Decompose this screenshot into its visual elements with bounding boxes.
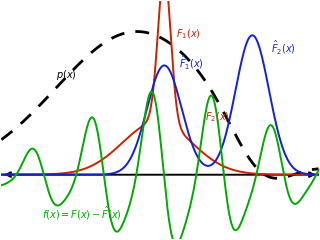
Text: $F_2(x)$: $F_2(x)$: [205, 111, 229, 124]
Text: $F_1(x)$: $F_1(x)$: [176, 28, 201, 41]
Text: $\hat{F}_2(x)$: $\hat{F}_2(x)$: [271, 39, 296, 56]
Text: $\hat{F}_1(x)$: $\hat{F}_1(x)$: [179, 54, 204, 72]
Text: $f(x) = F(x) - \hat{F}(x)$: $f(x) = F(x) - \hat{F}(x)$: [42, 204, 122, 222]
Text: $p(x)$: $p(x)$: [56, 68, 77, 82]
